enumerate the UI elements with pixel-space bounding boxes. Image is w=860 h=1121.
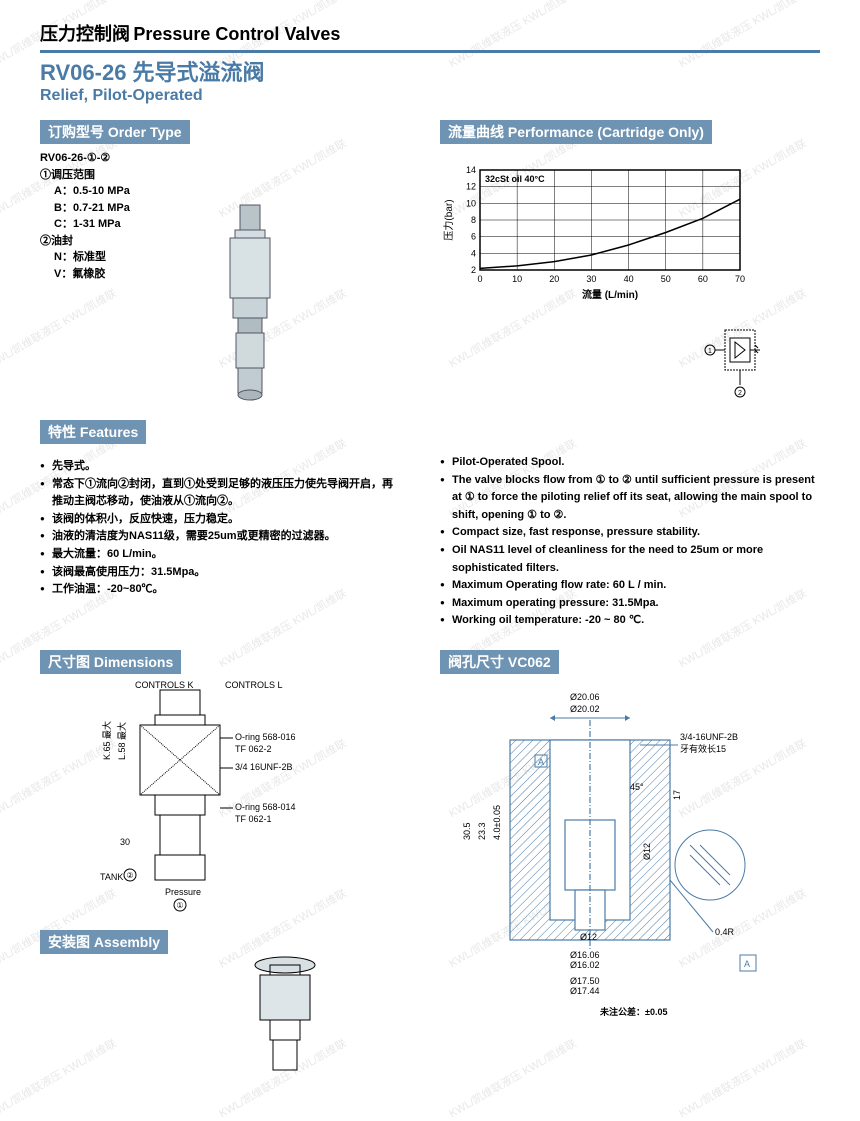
svg-text:14: 14 [466,165,476,175]
svg-text:30.5: 30.5 [462,822,472,840]
svg-text:TF 062-2: TF 062-2 [235,744,272,754]
svg-text:20: 20 [549,274,559,284]
svg-text:0: 0 [477,274,482,284]
svg-text:Ø16.02: Ø16.02 [570,960,600,970]
hydraulic-schematic: 1 2 [700,320,780,410]
svg-text:A: A [744,959,750,969]
param1-label: ①调压范围 [40,167,400,184]
valve-illustration [210,205,290,405]
svg-text:CONTROLS L: CONTROLS L [225,680,283,690]
svg-text:1: 1 [708,348,712,355]
svg-text:Ø16.06: Ø16.06 [570,950,600,960]
svg-text:6: 6 [471,232,476,242]
svg-text:A: A [538,757,544,767]
features-list-cn: 先导式。常态下①流向②封闭，直到①处受到足够的液压压力使先导阀开启，再推动主阀芯… [40,458,400,599]
svg-text:压力(bar): 压力(bar) [442,199,455,240]
feature-item: 先导式。 [40,458,400,476]
svg-text:45°: 45° [630,782,644,792]
svg-text:10: 10 [466,198,476,208]
svg-text:2: 2 [471,265,476,275]
feature-item: The valve blocks flow from ① to ② until … [440,472,820,525]
dimensions-section-tag: 尺寸图 Dimensions [40,650,181,674]
svg-text:CONTROLS K: CONTROLS K [135,680,194,690]
svg-text:Ø17.44: Ø17.44 [570,986,600,996]
divider [40,50,820,53]
svg-text:32cSt oil 40°C: 32cSt oil 40°C [485,174,545,184]
header-en: Pressure Control Valves [133,24,340,44]
assembly-section-tag: 安装图 Assembly [40,930,168,954]
svg-text:O-ring 568-014: O-ring 568-014 [235,802,296,812]
features-section-tag: 特性 Features [40,420,146,444]
svg-text:O-ring 568-016: O-ring 568-016 [235,732,296,742]
svg-text:4: 4 [471,248,476,258]
svg-text:Ø20.02: Ø20.02 [570,704,600,714]
p1a: A：0.5-10 MPa [40,183,400,200]
svg-text:3/4-16UNF-2B: 3/4-16UNF-2B [680,732,738,742]
order-code: RV06-26-①-② [40,150,400,167]
svg-text:2: 2 [738,390,742,397]
svg-text:40: 40 [624,274,634,284]
svg-text:牙有效长15: 牙有效长15 [680,743,726,754]
svg-text:70: 70 [735,274,745,284]
performance-section-tag: 流量曲线 Performance (Cartridge Only) [440,120,712,144]
svg-text:②: ② [126,871,133,880]
header-cn: 压力控制阀 [40,24,130,44]
svg-text:Ø12: Ø12 [642,843,652,860]
svg-text:4.0±0.05: 4.0±0.05 [492,805,502,840]
feature-item: 最大流量：60 L/min。 [40,546,400,564]
vc062-drawing: Ø20.06 Ø20.02 3/4-16UNF-2B 牙有效长15 30.5 2… [440,680,740,1030]
svg-text:8: 8 [471,215,476,225]
feature-item: Compact size, fast response, pressure st… [440,524,820,542]
svg-text:①: ① [176,901,183,910]
svg-text:3/4 16UNF-2B: 3/4 16UNF-2B [235,762,293,772]
svg-text:TF 062-1: TF 062-1 [235,814,272,824]
model-title: RV06-26 先导式溢流阀 [40,55,820,87]
features-list-en: Pilot-Operated Spool.The valve blocks fl… [440,454,820,630]
svg-text:60: 60 [698,274,708,284]
svg-text:23.3: 23.3 [477,822,487,840]
feature-item: 该阀的体积小，反应快速，压力稳定。 [40,511,400,529]
feature-item: Pilot-Operated Spool. [440,454,820,472]
svg-text:Ø20.06: Ø20.06 [570,692,600,702]
feature-item: Oil NAS11 level of cleanliness for the n… [440,542,820,577]
svg-text:Pressure: Pressure [165,887,201,897]
feature-item: 该阀最高使用压力：31.5Mpa。 [40,564,400,582]
svg-text:流量 (L/min): 流量 (L/min) [582,288,638,301]
feature-item: Working oil temperature: -20 ~ 80 ℃. [440,612,820,630]
svg-text:12: 12 [466,182,476,192]
assembly-drawing [240,950,330,1083]
svg-text:L.58 最大: L.58 最大 [116,722,127,760]
svg-text:Ø17.50: Ø17.50 [570,976,600,986]
svg-text:50: 50 [661,274,671,284]
dimension-drawing: CONTROLS K CONTROLS L K.65 最大 L.58 最大 30… [40,680,340,930]
svg-text:10: 10 [512,274,522,284]
svg-text:TANK: TANK [100,872,123,882]
performance-chart: 2 4 6 8 10 12 14 0 10 20 30 40 50 60 70 32cSt oil 40°C 压… [440,160,820,300]
svg-text:17: 17 [672,790,682,800]
svg-text:30: 30 [586,274,596,284]
svg-text:Ø12: Ø12 [580,932,597,942]
svg-text:未注公差：±0.05: 未注公差：±0.05 [599,1006,667,1017]
order-section-tag: 订购型号 Order Type [40,120,190,144]
feature-item: 工作油温：-20~80℃。 [40,581,400,599]
feature-item: 油液的清洁度为NAS11级，需要25um或更精密的过滤器。 [40,528,400,546]
feature-item: Maximum operating pressure: 31.5Mpa. [440,595,820,613]
feature-item: Maximum Operating flow rate: 60 L / min. [440,577,820,595]
subtitle: Relief, Pilot-Operated [40,87,820,105]
svg-text:30: 30 [120,837,130,847]
svg-text:0.4R: 0.4R [715,927,735,937]
feature-item: 常态下①流向②封闭，直到①处受到足够的液压压力使先导阀开启，再推动主阀芯移动，使… [40,476,400,511]
vc062-section-tag: 阀孔尺寸 VC062 [440,650,559,674]
svg-text:K.65 最大: K.65 最大 [101,721,112,760]
